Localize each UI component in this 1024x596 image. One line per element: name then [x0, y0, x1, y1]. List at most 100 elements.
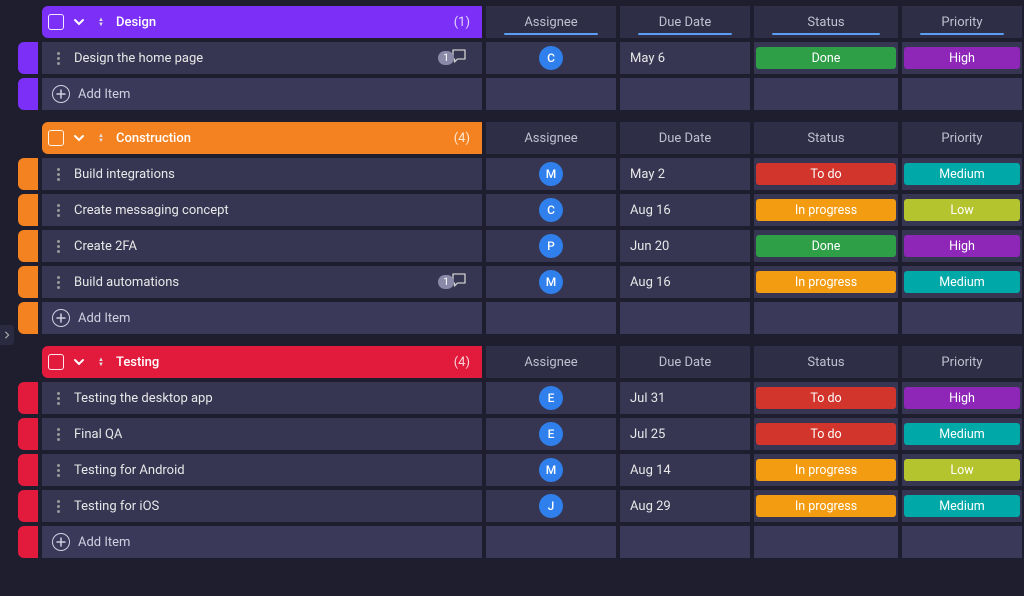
- due-date-cell[interactable]: Aug 16: [620, 194, 750, 226]
- column-header-priority[interactable]: Priority: [902, 122, 1022, 154]
- drag-handle-icon[interactable]: [52, 168, 64, 181]
- item-title: Design the home page: [74, 51, 438, 66]
- drag-handle-icon[interactable]: [52, 428, 64, 441]
- priority-pill[interactable]: High: [904, 235, 1020, 257]
- priority-pill[interactable]: Medium: [904, 271, 1020, 293]
- sort-icon[interactable]: ▲▼: [94, 17, 108, 27]
- status-pill[interactable]: In progress: [756, 495, 896, 517]
- due-date-cell[interactable]: Aug 29: [620, 490, 750, 522]
- empty-cell: [754, 526, 898, 558]
- priority-pill[interactable]: High: [904, 387, 1020, 409]
- add-item-main[interactable]: Add Item: [42, 78, 482, 110]
- status-pill[interactable]: In progress: [756, 459, 896, 481]
- item-main-cell[interactable]: Final QA: [42, 418, 482, 450]
- column-header-priority[interactable]: Priority: [902, 346, 1022, 378]
- assignee-cell[interactable]: P: [486, 230, 616, 262]
- assignee-cell[interactable]: E: [486, 382, 616, 414]
- item-main-cell[interactable]: Create 2FA: [42, 230, 482, 262]
- drag-handle-icon[interactable]: [52, 500, 64, 513]
- drag-handle-icon[interactable]: [52, 240, 64, 253]
- status-pill[interactable]: To do: [756, 387, 896, 409]
- group-select-checkbox[interactable]: [48, 14, 64, 30]
- group-select-checkbox[interactable]: [48, 354, 64, 370]
- priority-pill[interactable]: Low: [904, 459, 1020, 481]
- item-main-cell[interactable]: Testing the desktop app: [42, 382, 482, 414]
- chevron-down-icon[interactable]: [68, 11, 90, 33]
- assignee-avatar[interactable]: M: [539, 270, 563, 294]
- assignee-avatar[interactable]: J: [539, 494, 563, 518]
- item-main-cell[interactable]: Create messaging concept: [42, 194, 482, 226]
- item-main-cell[interactable]: Build automations1: [42, 266, 482, 298]
- column-header-due-date[interactable]: Due Date: [620, 6, 750, 38]
- priority-pill[interactable]: Medium: [904, 423, 1020, 445]
- item-main-cell[interactable]: Testing for Android: [42, 454, 482, 486]
- assignee-avatar[interactable]: C: [539, 198, 563, 222]
- priority-pill[interactable]: Low: [904, 199, 1020, 221]
- group-header-main[interactable]: ▲▼Testing(4): [42, 346, 482, 378]
- due-date-cell[interactable]: Jul 25: [620, 418, 750, 450]
- comment-badge[interactable]: 1: [438, 271, 468, 293]
- column-header-due-date[interactable]: Due Date: [620, 346, 750, 378]
- column-header-due-date[interactable]: Due Date: [620, 122, 750, 154]
- priority-pill[interactable]: Medium: [904, 163, 1020, 185]
- sort-icon[interactable]: ▲▼: [94, 133, 108, 143]
- status-pill[interactable]: In progress: [756, 199, 896, 221]
- chevron-down-icon[interactable]: [68, 127, 90, 149]
- expand-sidebar-handle[interactable]: [0, 325, 14, 345]
- assignee-avatar[interactable]: E: [539, 422, 563, 446]
- assignee-avatar[interactable]: E: [539, 386, 563, 410]
- priority-pill[interactable]: High: [904, 47, 1020, 69]
- assignee-cell[interactable]: M: [486, 454, 616, 486]
- assignee-cell[interactable]: C: [486, 42, 616, 74]
- assignee-cell[interactable]: E: [486, 418, 616, 450]
- assignee-cell[interactable]: C: [486, 194, 616, 226]
- column-header-assignee[interactable]: Assignee: [486, 6, 616, 38]
- column-header-status[interactable]: Status: [754, 6, 898, 38]
- due-date-cell[interactable]: Jun 20: [620, 230, 750, 262]
- priority-pill[interactable]: Medium: [904, 495, 1020, 517]
- chevron-down-icon[interactable]: [68, 351, 90, 373]
- group-header-main[interactable]: ▲▼Construction(4): [42, 122, 482, 154]
- item-main-cell[interactable]: Testing for iOS: [42, 490, 482, 522]
- add-item-main[interactable]: Add Item: [42, 526, 482, 558]
- assignee-avatar[interactable]: M: [539, 162, 563, 186]
- assignee-cell[interactable]: J: [486, 490, 616, 522]
- drag-handle-icon[interactable]: [52, 276, 64, 289]
- assignee-cell[interactable]: M: [486, 266, 616, 298]
- due-date-cell[interactable]: Aug 14: [620, 454, 750, 486]
- column-header-assignee[interactable]: Assignee: [486, 346, 616, 378]
- status-pill[interactable]: Done: [756, 47, 896, 69]
- column-header-label: Due Date: [659, 355, 712, 370]
- assignee-avatar[interactable]: C: [539, 46, 563, 70]
- group-header-main[interactable]: ▲▼Design(1): [42, 6, 482, 38]
- drag-handle-icon[interactable]: [52, 464, 64, 477]
- assignee-avatar[interactable]: M: [539, 458, 563, 482]
- status-pill[interactable]: In progress: [756, 271, 896, 293]
- assignee-avatar[interactable]: P: [539, 234, 563, 258]
- comment-badge[interactable]: 1: [438, 47, 468, 69]
- due-date-cell[interactable]: Jul 31: [620, 382, 750, 414]
- column-header-status[interactable]: Status: [754, 346, 898, 378]
- group-select-checkbox[interactable]: [48, 130, 64, 146]
- drag-handle-icon[interactable]: [52, 52, 64, 65]
- drag-handle-icon[interactable]: [52, 392, 64, 405]
- add-item-button[interactable]: Add Item: [52, 309, 130, 327]
- assignee-cell[interactable]: M: [486, 158, 616, 190]
- item-main-cell[interactable]: Build integrations: [42, 158, 482, 190]
- sort-icon[interactable]: ▲▼: [94, 357, 108, 367]
- status-pill[interactable]: To do: [756, 423, 896, 445]
- due-date-cell[interactable]: May 6: [620, 42, 750, 74]
- status-pill[interactable]: Done: [756, 235, 896, 257]
- drag-handle-icon[interactable]: [52, 204, 64, 217]
- item-main-cell[interactable]: Design the home page1: [42, 42, 482, 74]
- add-item-button[interactable]: Add Item: [52, 533, 130, 551]
- due-date-text: Aug 29: [630, 499, 671, 514]
- column-header-priority[interactable]: Priority: [902, 6, 1022, 38]
- add-item-button[interactable]: Add Item: [52, 85, 130, 103]
- due-date-cell[interactable]: Aug 16: [620, 266, 750, 298]
- column-header-status[interactable]: Status: [754, 122, 898, 154]
- column-header-assignee[interactable]: Assignee: [486, 122, 616, 154]
- due-date-cell[interactable]: May 2: [620, 158, 750, 190]
- add-item-main[interactable]: Add Item: [42, 302, 482, 334]
- status-pill[interactable]: To do: [756, 163, 896, 185]
